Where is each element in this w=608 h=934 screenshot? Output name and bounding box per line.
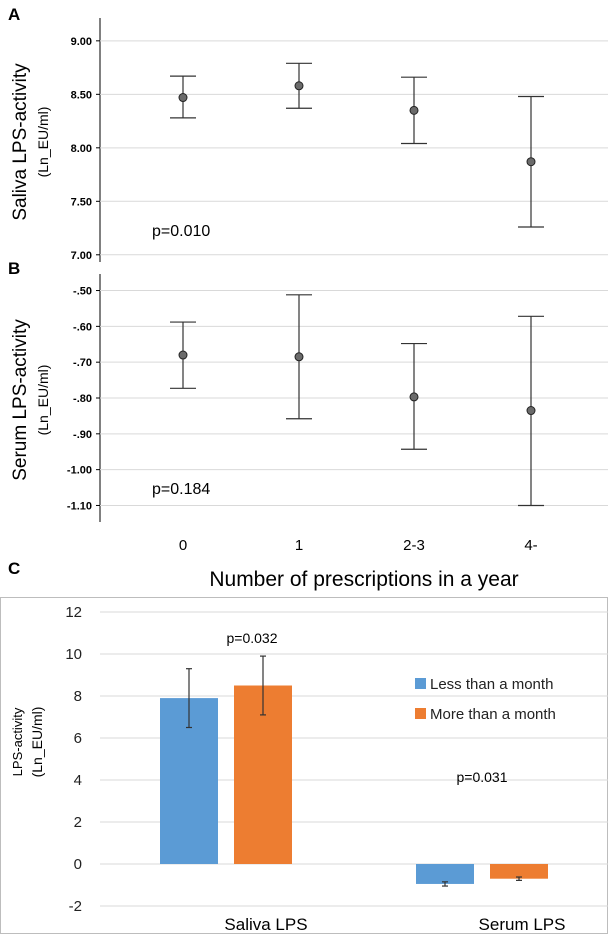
y-ticks-a: 7.00 7.50 8.00 8.50 9.00 <box>71 36 100 262</box>
grid-a <box>100 40 608 256</box>
y-tick-label: -1.10 <box>67 500 92 512</box>
data-points-b <box>170 294 544 507</box>
x-tick-label: Saliva LPS <box>224 915 307 934</box>
y-tick-label: 6 <box>74 730 82 747</box>
y-tick-label: 7.00 <box>71 250 92 262</box>
panel-c-bar-chart: C LPS-activity (Ln_EU/ml) -2 0 2 4 6 8 10 12 Sa… <box>0 559 608 934</box>
mean-point <box>294 352 304 362</box>
legend-label-more: More than a month <box>430 706 556 723</box>
p-value-b: p=0.184 <box>152 481 210 498</box>
panel-b-serum-scatter: B Serum LPS-activity (Ln_EU/ml) -1.10-1.… <box>8 259 608 591</box>
mean-point <box>178 93 188 103</box>
y-tick-label: 12 <box>65 604 82 621</box>
legend: Less than a month More than a month <box>415 676 556 723</box>
bar <box>490 864 548 879</box>
y-tick-label: 8 <box>74 688 82 705</box>
mean-point <box>178 350 188 360</box>
y-tick-label: 9.00 <box>71 36 92 48</box>
y-axis-unit-b: (Ln_EU/ml) <box>35 365 51 436</box>
x-ticks-ab: 0 1 2-3 4- <box>179 537 538 554</box>
panel-label-a: A <box>8 5 20 24</box>
error-bar-point <box>401 76 427 145</box>
error-bar-point <box>286 294 312 420</box>
x-ticks-c: Saliva LPS Serum LPS <box>224 915 565 934</box>
p-value-serum: p=0.031 <box>457 769 508 785</box>
y-tick-label: -.80 <box>73 393 92 405</box>
y-tick-label: 10 <box>65 646 82 663</box>
y-ticks-b: -1.10 -1.00 -.90 -.80 -.70 -.60 -.50 <box>67 286 100 512</box>
legend-swatch-more <box>415 708 426 719</box>
legend-swatch-less <box>415 678 426 689</box>
x-tick-label: 0 <box>179 537 187 554</box>
data-points-a <box>170 62 544 228</box>
panel-label-c: C <box>8 559 20 578</box>
y-tick-label: 0 <box>74 856 82 873</box>
y-ticks-c: -2 0 2 4 6 8 10 12 <box>65 604 82 915</box>
mean-point <box>526 157 536 167</box>
y-tick-label: -.70 <box>73 357 92 369</box>
x-tick-label: Serum LPS <box>479 915 566 934</box>
p-value-saliva: p=0.032 <box>227 630 278 646</box>
mean-point <box>409 392 419 402</box>
y-tick-label: 8.00 <box>71 143 92 155</box>
error-bar-point <box>286 62 312 109</box>
x-tick-label: 2-3 <box>403 537 425 554</box>
bars-c <box>160 655 548 887</box>
y-tick-label: -2 <box>69 898 82 915</box>
y-tick-label: 4 <box>74 772 82 789</box>
y-axis-unit-c: (Ln_EU/ml) <box>29 707 45 778</box>
mean-point <box>526 406 536 416</box>
y-tick-label: -1.00 <box>67 465 92 477</box>
mean-point <box>409 105 419 115</box>
y-tick-label: 2 <box>74 814 82 831</box>
error-bar-point <box>518 315 544 507</box>
y-tick-label: -.60 <box>73 321 92 333</box>
bar <box>416 864 474 884</box>
y-axis-title-a: Saliva LPS-activity <box>10 63 31 221</box>
y-tick-label: -.90 <box>73 429 92 441</box>
y-axis-title-c: LPS-activity <box>10 707 25 776</box>
error-bar-point <box>518 95 544 228</box>
panel-label-b: B <box>8 259 20 278</box>
y-tick-label: 8.50 <box>71 89 92 101</box>
y-tick-label: 7.50 <box>71 196 92 208</box>
y-axis-title-b: Serum LPS-activity <box>10 319 31 481</box>
x-tick-label: 4- <box>524 537 537 554</box>
panel-a-saliva-scatter: A Saliva LPS-activity (Ln_EU/ml) 7.00 7.5… <box>8 5 608 262</box>
error-bar-point <box>401 342 427 450</box>
legend-label-less: Less than a month <box>430 676 553 693</box>
shared-x-axis-title: Number of prescriptions in a year <box>209 568 518 591</box>
x-tick-label: 1 <box>295 537 303 554</box>
p-value-a: p=0.010 <box>152 223 210 240</box>
y-axis-unit-a: (Ln_EU/ml) <box>35 107 51 178</box>
y-tick-label: -.50 <box>73 286 92 298</box>
mean-point <box>294 81 304 91</box>
error-bar-point <box>170 321 196 389</box>
error-bar-point <box>170 75 196 119</box>
